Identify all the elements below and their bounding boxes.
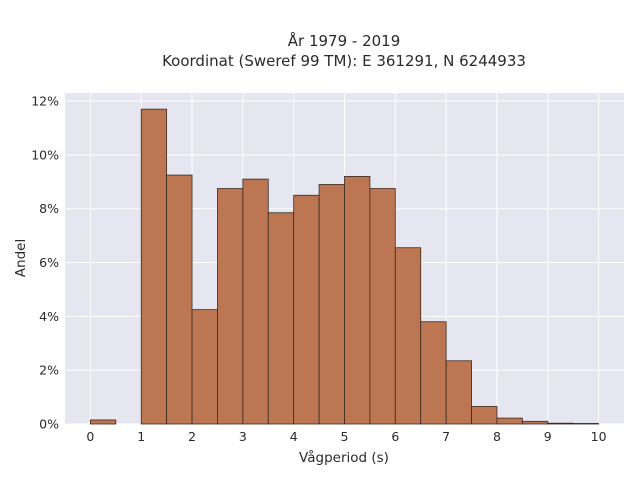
x-tick-label: 9 (544, 429, 552, 444)
y-tick-label: 8% (39, 201, 59, 216)
histogram-bar (191, 309, 218, 425)
histogram-bar (369, 188, 396, 425)
x-tick-label: 0 (86, 429, 94, 444)
histogram-bar (471, 406, 498, 425)
histogram-bar (521, 420, 549, 425)
chart-title-line2: Koordinat (Sweref 99 TM): E 361291, N 62… (162, 52, 526, 70)
histogram-bar (166, 174, 193, 425)
x-tick-label: 8 (493, 429, 501, 444)
histogram-bar (217, 188, 244, 425)
x-tick-label: 5 (341, 429, 349, 444)
histogram-bar (420, 321, 447, 425)
y-tick-label: 10% (31, 147, 59, 162)
histogram-bar (140, 108, 168, 425)
histogram-bar (344, 176, 371, 425)
x-tick-label: 1 (137, 429, 145, 444)
chart-title-line1: År 1979 - 2019 (288, 31, 401, 50)
y-tick-label: 0% (39, 417, 59, 432)
y-axis-label: Andel (13, 239, 29, 277)
y-tick-labels: 0% 2% 4% 6% 8% 10% 12% (31, 94, 59, 432)
histogram-bar (394, 247, 422, 425)
x-tick-label: 10 (591, 429, 607, 444)
bars (90, 108, 599, 425)
histogram-bar (445, 360, 472, 425)
histogram-bar (496, 417, 523, 425)
y-tick-label: 6% (39, 255, 59, 270)
x-axis-label: Vågperiod (s) (299, 449, 389, 466)
x-tick-label: 6 (391, 429, 399, 444)
histogram-bar (267, 212, 295, 425)
histogram-bar (572, 423, 599, 425)
y-tick-label: 12% (31, 94, 59, 109)
x-tick-label: 2 (188, 429, 196, 444)
y-tick-label: 2% (39, 363, 59, 378)
x-tick-label: 3 (239, 429, 247, 444)
histogram-bar (547, 422, 574, 425)
x-tick-labels: 0 1 2 3 4 5 6 7 8 9 10 (86, 429, 606, 444)
histogram-bar (90, 419, 117, 425)
x-tick-label: 7 (442, 429, 450, 444)
histogram-bar (293, 194, 320, 425)
y-tick-label: 4% (39, 309, 59, 324)
x-tick-label: 4 (290, 429, 298, 444)
histogram-bar (318, 184, 345, 425)
histogram-bar (242, 178, 269, 425)
